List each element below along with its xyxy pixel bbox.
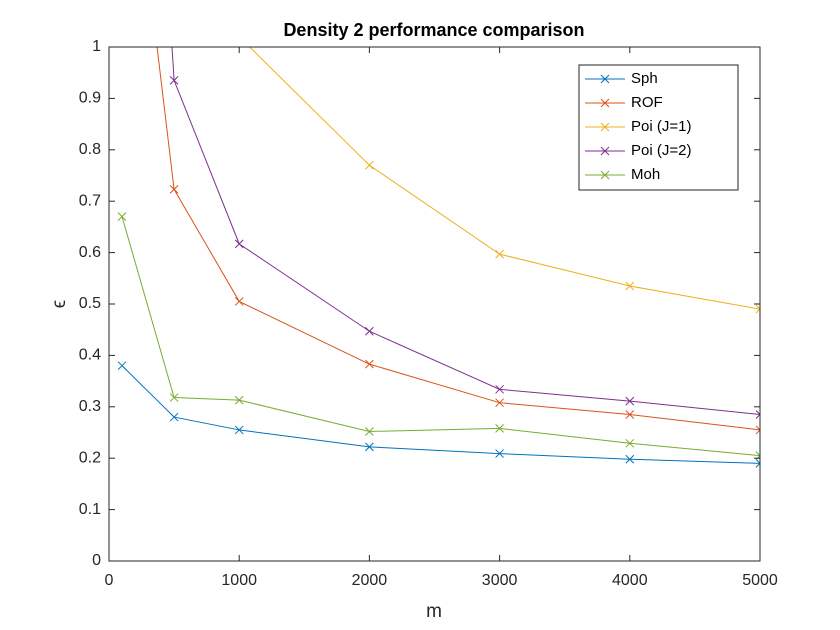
marker xyxy=(495,424,504,433)
marker xyxy=(234,239,244,249)
axes-box xyxy=(108,46,761,562)
legend-label: Sph xyxy=(631,70,658,87)
marker xyxy=(117,361,127,371)
legend-marker xyxy=(600,146,610,156)
series-group xyxy=(117,47,760,468)
y-tick-label: 1 xyxy=(92,38,101,55)
legend-marker xyxy=(600,170,610,180)
legend-label: Moh xyxy=(631,166,660,183)
marker xyxy=(365,427,374,436)
marker xyxy=(169,185,179,194)
legend-label: Poi (J=1) xyxy=(631,118,691,135)
marker xyxy=(495,249,504,259)
x-axis-label: m xyxy=(426,601,442,622)
marker xyxy=(755,410,760,419)
legend-marker xyxy=(600,98,610,108)
marker xyxy=(625,438,635,448)
marker xyxy=(495,384,504,394)
y-tick-label: 0.1 xyxy=(79,501,101,518)
marker xyxy=(117,212,127,221)
y-tick-label: 0.2 xyxy=(79,449,101,466)
y-tick-label: 0 xyxy=(92,552,101,569)
marker xyxy=(625,454,635,464)
y-axis-label: ϵ xyxy=(49,300,70,308)
marker xyxy=(625,396,635,406)
marker xyxy=(755,458,760,468)
marker xyxy=(234,297,244,306)
x-tick-label: 3000 xyxy=(482,572,518,589)
x-tick-label: 0 xyxy=(105,572,114,589)
marker xyxy=(365,160,374,170)
marker xyxy=(365,326,374,336)
chart-title: Density 2 performance comparison xyxy=(283,20,584,40)
y-tick-label: 0.4 xyxy=(79,347,101,364)
marker xyxy=(755,425,760,435)
x-tick-label: 5000 xyxy=(742,572,778,589)
marker xyxy=(365,359,374,369)
y-tick-label: 0.7 xyxy=(79,192,101,209)
x-tick-label: 4000 xyxy=(612,572,648,589)
marker xyxy=(169,412,179,422)
marker xyxy=(755,304,760,314)
legend-box xyxy=(578,64,739,191)
y-tick-label: 0.9 xyxy=(79,90,101,107)
y-tick-label: 0.5 xyxy=(79,295,101,312)
y-tick-label: 0.3 xyxy=(79,398,101,415)
x-tick-label: 1000 xyxy=(221,572,257,589)
marker xyxy=(365,442,374,452)
marker xyxy=(169,393,179,402)
x-tick-label: 2000 xyxy=(352,572,388,589)
legend-marker xyxy=(600,122,610,132)
legend: Sph ROF Poi (J=1) Poi (J=2) Moh xyxy=(578,64,739,191)
y-tick-label: 0.6 xyxy=(79,244,101,261)
marker xyxy=(234,425,244,435)
marker xyxy=(169,76,179,85)
legend-label: ROF xyxy=(631,94,663,111)
legend-label: Poi (J=2) xyxy=(631,142,691,159)
marker xyxy=(495,449,504,458)
legend-marker xyxy=(600,74,610,84)
marker xyxy=(495,398,504,408)
marker xyxy=(234,395,244,405)
marker xyxy=(625,281,635,291)
plot xyxy=(117,47,760,468)
y-tick-label: 0.8 xyxy=(79,141,101,158)
marker xyxy=(625,410,635,419)
